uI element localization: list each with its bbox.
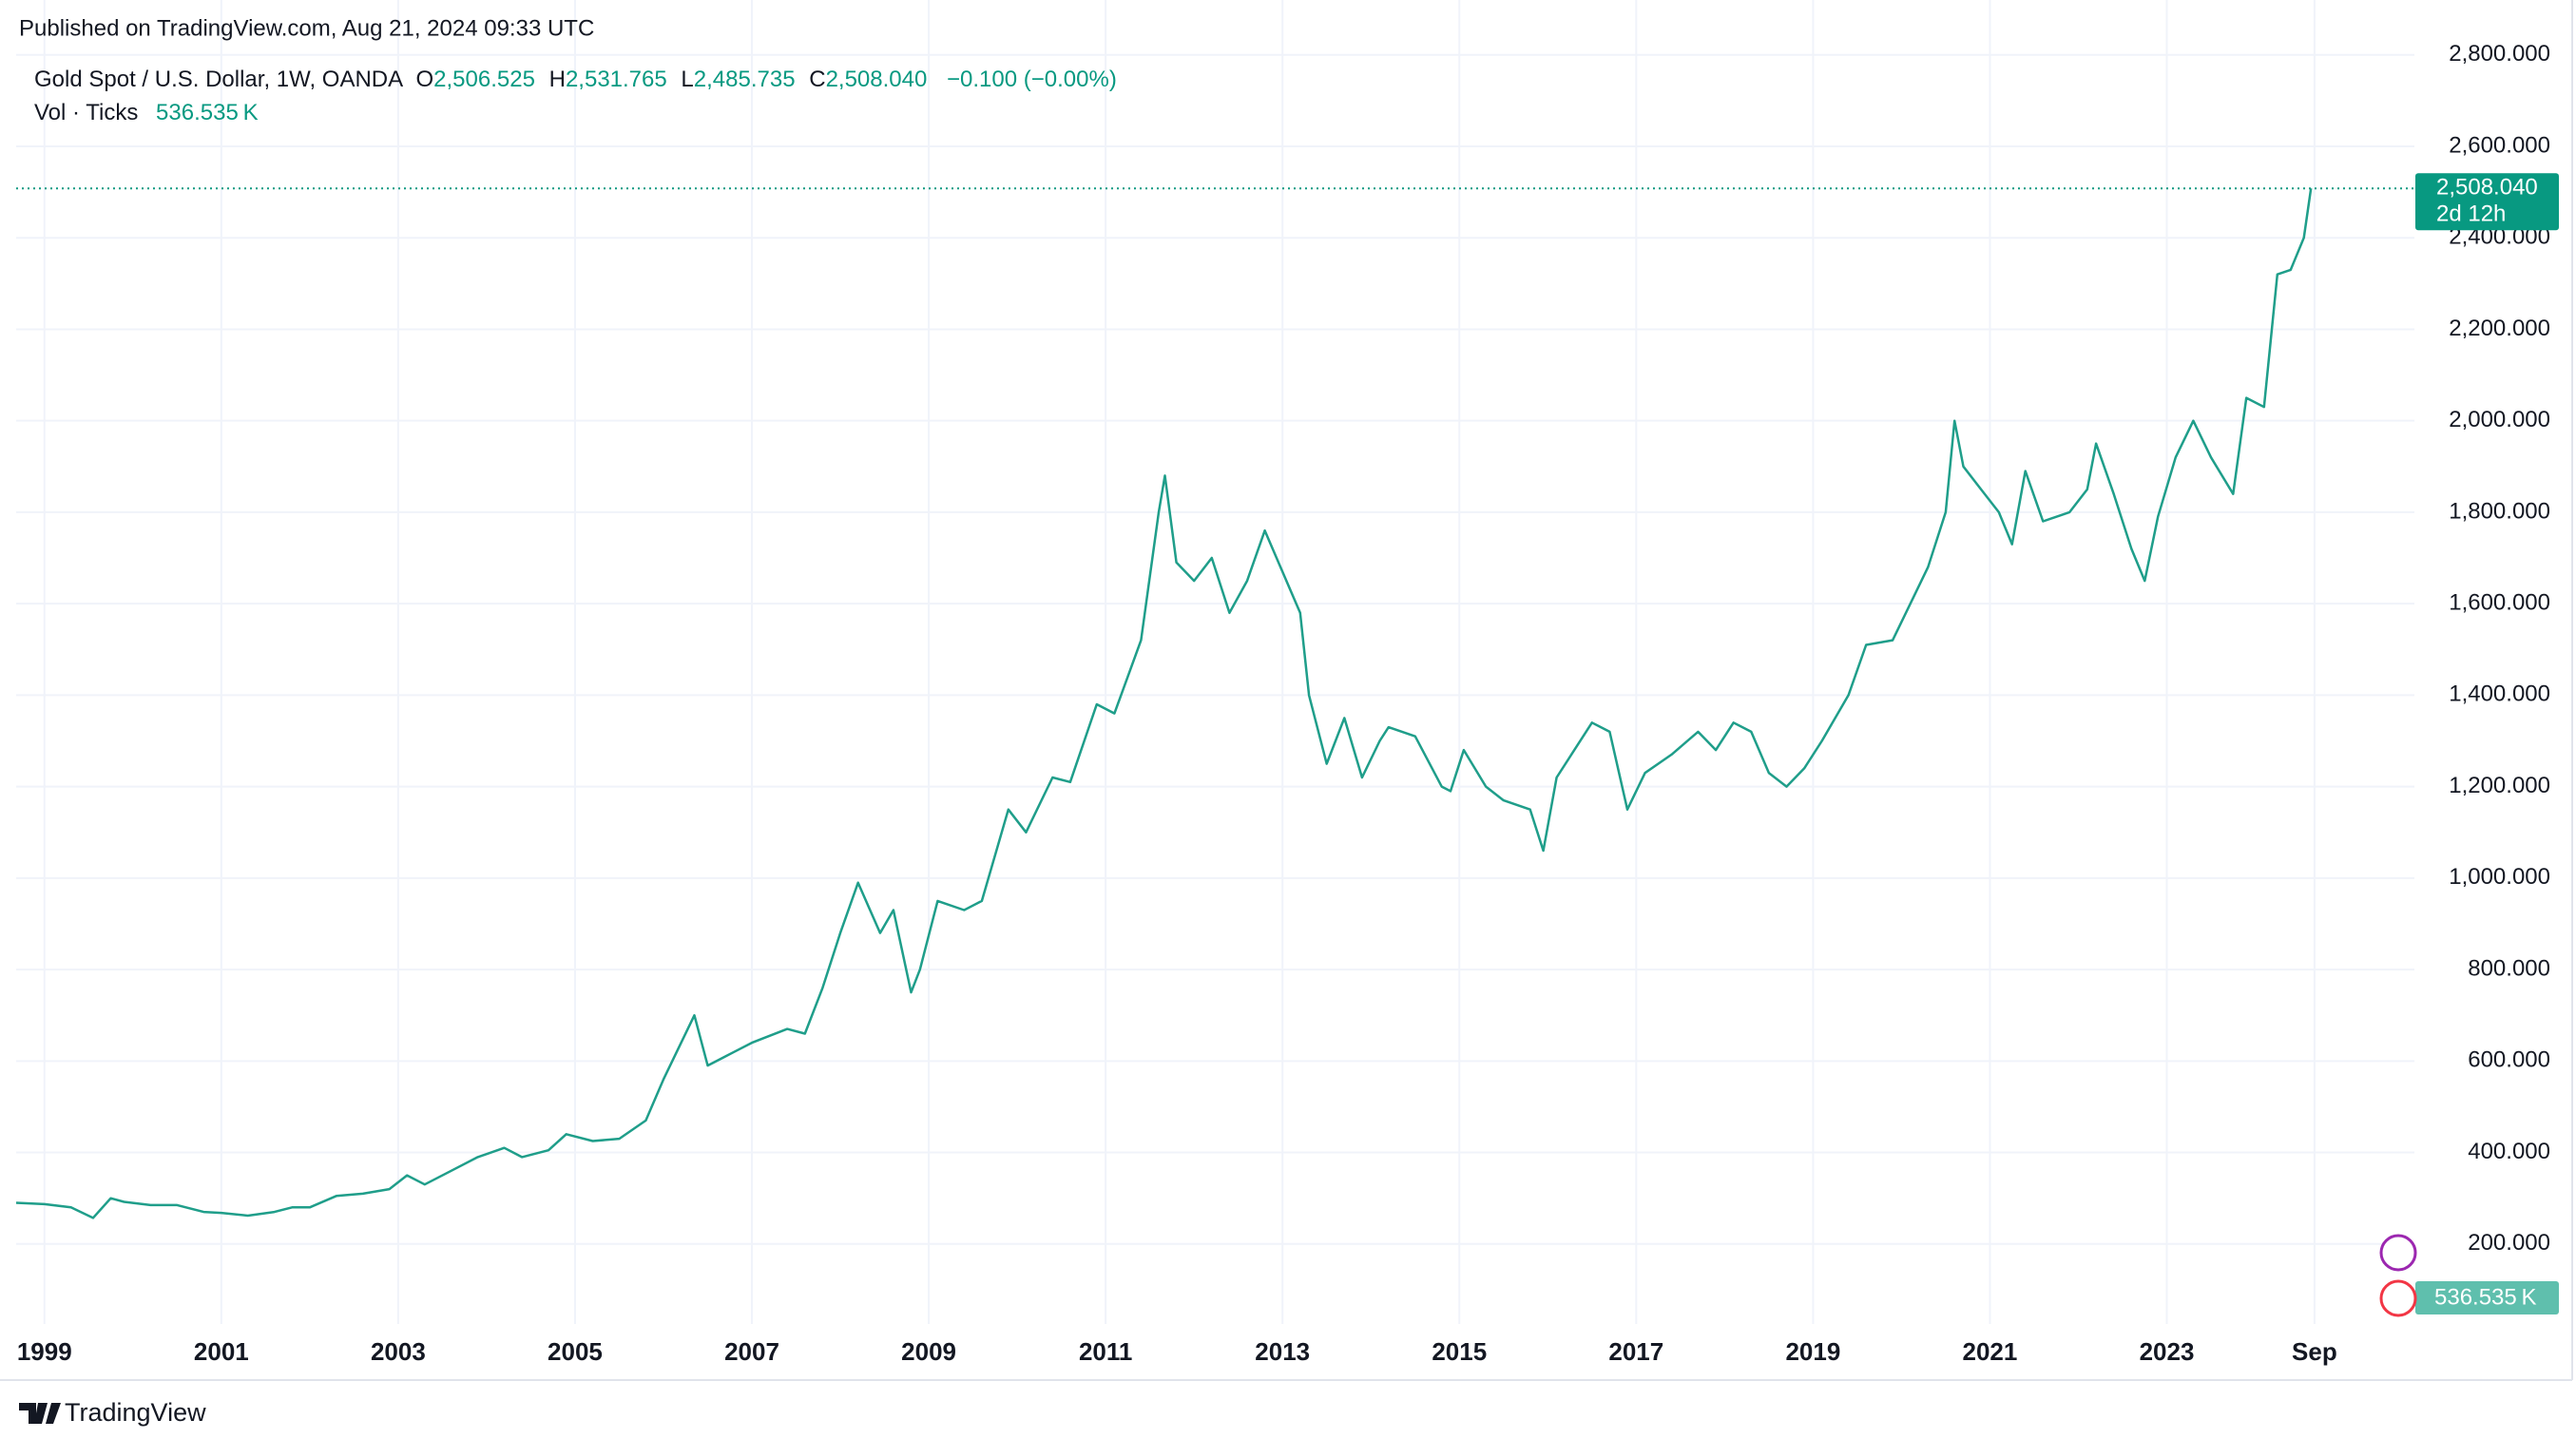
y-tick-label: 400.000 xyxy=(2468,1139,2550,1164)
x-tick-label: 2021 xyxy=(1963,1337,2018,1366)
volume-row: Vol · Ticks 536.535 K xyxy=(34,100,259,125)
x-tick-label: 1999 xyxy=(17,1337,72,1366)
close: 2,508.040 xyxy=(826,67,928,92)
x-tick-label: 2013 xyxy=(1255,1337,1310,1366)
x-tick-label: 2017 xyxy=(1608,1337,1663,1366)
x-tick-label: 2019 xyxy=(1785,1337,1840,1366)
volume-tag-value: 536.535 K xyxy=(2434,1284,2537,1310)
x-tick-label: 2005 xyxy=(548,1337,603,1366)
brand-logo xyxy=(19,1403,61,1424)
y-tick-label: 1,200.000 xyxy=(2449,773,2550,798)
flag-icon xyxy=(2379,1279,2417,1317)
x-tick-label: 2015 xyxy=(1432,1337,1487,1366)
volume-label: Vol · Ticks xyxy=(34,100,138,125)
open-label: O xyxy=(415,67,433,92)
x-tick-label: 2009 xyxy=(901,1337,956,1366)
high: 2,531.765 xyxy=(566,67,667,92)
price-line xyxy=(15,188,2313,1219)
x-tick-label: 2003 xyxy=(371,1337,426,1366)
x-tick-label: 2023 xyxy=(2140,1337,2195,1366)
close-label: C xyxy=(809,67,825,92)
published-note: Published on TradingView.com, Aug 21, 20… xyxy=(19,15,594,41)
low: 2,485.735 xyxy=(694,67,796,92)
brand: TradingView xyxy=(19,1398,206,1427)
price-tag-countdown: 2d 12h xyxy=(2436,201,2506,227)
symbol: Gold Spot / U.S. Dollar, 1W, OANDA xyxy=(34,67,403,92)
low-label: L xyxy=(681,67,693,92)
high-label: H xyxy=(549,67,566,92)
x-tick-label: 2011 xyxy=(1079,1337,1132,1366)
brand-name: TradingView xyxy=(65,1398,206,1427)
y-tick-label: 1,000.000 xyxy=(2449,864,2550,890)
x-tick-label: 2001 xyxy=(194,1337,249,1366)
volume-tag xyxy=(2415,1281,2559,1314)
legend-row: Gold Spot / U.S. Dollar, 1W, OANDA O2,50… xyxy=(34,67,1117,92)
grid xyxy=(16,0,2414,1324)
volume: 536.535 K xyxy=(156,100,259,125)
price-tag xyxy=(2415,173,2559,231)
price-tag-value: 2,508.040 xyxy=(2436,175,2538,201)
open: 2,506.525 xyxy=(433,67,535,92)
x-tick-label: Sep xyxy=(2292,1337,2337,1366)
y-tick-label: 1,400.000 xyxy=(2449,681,2550,707)
y-tick-label: 1,800.000 xyxy=(2449,498,2550,524)
y-tick-label: 2,600.000 xyxy=(2449,132,2550,158)
y-tick-label: 1,600.000 xyxy=(2449,589,2550,615)
alert-icon xyxy=(2379,1234,2417,1272)
y-tick-label: 600.000 xyxy=(2468,1047,2550,1073)
change: −0.100 (−0.00%) xyxy=(947,67,1117,92)
y-tick-label: 2,000.000 xyxy=(2449,407,2550,432)
x-tick-label: 2007 xyxy=(724,1337,779,1366)
y-tick-label: 200.000 xyxy=(2468,1230,2550,1256)
y-tick-label: 2,200.000 xyxy=(2449,316,2550,341)
y-tick-label: 800.000 xyxy=(2468,955,2550,981)
y-tick-label: 2,800.000 xyxy=(2449,41,2550,67)
